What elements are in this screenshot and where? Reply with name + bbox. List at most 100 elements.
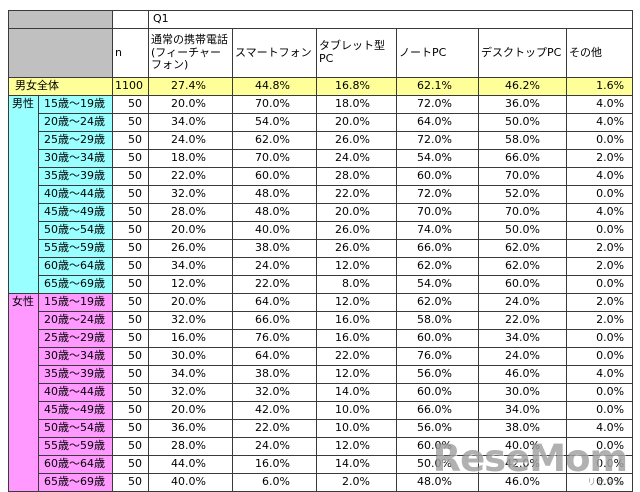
cell-value: 10.0% xyxy=(316,401,397,420)
cell-value: 2.0% xyxy=(565,293,634,312)
cell-value: 4.0% xyxy=(565,167,634,186)
n-value: 50 xyxy=(112,293,149,312)
cell-value: 44.0% xyxy=(148,455,233,474)
n-value: 50 xyxy=(112,473,149,492)
col-header-1: スマートフォン xyxy=(232,28,317,78)
survey-table-body: Q1 n 通常の携帯電話(フィーチャーフォン) スマートフォン タブレット型PC ノートP… xyxy=(8,10,634,492)
cell-value: 34.0% xyxy=(478,401,567,420)
cell-value: 72.0% xyxy=(396,131,479,150)
cell-value: 70.0% xyxy=(232,95,317,114)
cell-value: 76.0% xyxy=(396,347,479,366)
age-label: 15歳～19歳 xyxy=(38,293,113,312)
cell-value: 12.0% xyxy=(148,275,233,294)
table-row: 50歳～54歳 50 36.0% 22.0% 10.0% 56.0% 38.0% 4.0% xyxy=(9,419,634,438)
table-row: 35歳～39歳 50 22.0% 60.0% 28.0% 60.0% 70.0% 4.0% xyxy=(9,167,634,186)
cell-value: 64.0% xyxy=(232,347,317,366)
cell-value: 58.0% xyxy=(478,131,567,150)
cell-value: 62.0% xyxy=(232,131,317,150)
table-row: 65歳～69歳 50 40.0% 6.0% 2.0% 48.0% 46.0% 0.0% xyxy=(9,473,634,492)
corner-blank xyxy=(8,10,113,29)
table-row: 30歳～34歳 50 18.0% 70.0% 24.0% 54.0% 66.0% 2.0% xyxy=(9,149,634,168)
age-label: 60歳～64歳 xyxy=(38,455,113,474)
cell-value: 72.0% xyxy=(396,95,479,114)
table-row: Q1 xyxy=(8,10,634,29)
cell-value: 62.0% xyxy=(478,239,567,258)
age-label: 20歳～24歳 xyxy=(38,311,113,330)
n-value: 50 xyxy=(112,149,149,168)
cell-value: 56.0% xyxy=(396,365,479,384)
cell-value: 24.0% xyxy=(232,437,317,456)
cell-value: 48.0% xyxy=(232,185,317,204)
n-value: 50 xyxy=(112,167,149,186)
cell-value: 34.0% xyxy=(478,329,567,348)
cell-value: 18.0% xyxy=(148,149,233,168)
n-corner-blank xyxy=(112,10,149,29)
table-row: 35歳～39歳 50 34.0% 38.0% 12.0% 56.0% 46.0% 4.0% xyxy=(9,365,634,384)
age-label: 45歳～49歳 xyxy=(38,203,113,222)
gender-label: 女性 xyxy=(8,293,39,492)
table-row: 25歳～29歳 50 16.0% 76.0% 16.0% 60.0% 34.0% 0.0% xyxy=(9,329,634,348)
cell-value: 26.0% xyxy=(316,221,397,240)
cell-value: 4.0% xyxy=(565,419,634,438)
cell-value: 62.0% xyxy=(396,293,479,312)
cell-value: 34.0% xyxy=(148,113,233,132)
cell-value: 66.0% xyxy=(396,401,479,420)
cell-value: 46.0% xyxy=(478,365,567,384)
total-value-2: 16.8% xyxy=(316,77,397,96)
cell-value: 22.0% xyxy=(316,185,397,204)
col-header-5: その他 xyxy=(565,28,634,78)
cell-value: 46.0% xyxy=(478,473,567,492)
cell-value: 0.0% xyxy=(565,131,634,150)
cell-value: 50.0% xyxy=(478,113,567,132)
table-row: 男女全体 1100 27.4% 44.8% 16.8% 62.1% 46.2% 1.6% xyxy=(8,77,634,96)
cell-value: 2.0% xyxy=(316,473,397,492)
cell-value: 0.0% xyxy=(565,473,634,492)
cell-value: 26.0% xyxy=(148,239,233,258)
table-row: 60歳～64歳 50 34.0% 24.0% 12.0% 62.0% 62.0% 2.0% xyxy=(9,257,634,276)
cell-value: 16.0% xyxy=(148,329,233,348)
cell-value: 36.0% xyxy=(478,95,567,114)
cell-value: 2.0% xyxy=(565,149,634,168)
table-row: 25歳～29歳 50 24.0% 62.0% 26.0% 72.0% 58.0% 0.0% xyxy=(9,131,634,150)
cell-value: 34.0% xyxy=(148,257,233,276)
cell-value: 72.0% xyxy=(396,185,479,204)
n-value: 50 xyxy=(112,185,149,204)
table-row: n 通常の携帯電話(フィーチャーフォン) スマートフォン タブレット型PC ノートPC デ… xyxy=(8,28,634,78)
cell-value: 40.0% xyxy=(478,437,567,456)
cell-value: 20.0% xyxy=(148,95,233,114)
cell-value: 10.0% xyxy=(316,419,397,438)
age-label: 45歳～49歳 xyxy=(38,401,113,420)
table-row: 45歳～49歳 50 20.0% 42.0% 10.0% 66.0% 34.0% 0.0% xyxy=(9,401,634,420)
cell-value: 54.0% xyxy=(232,113,317,132)
cell-value: 50.0% xyxy=(396,455,479,474)
cell-value: 34.0% xyxy=(148,365,233,384)
cell-value: 2.0% xyxy=(565,239,634,258)
cell-value: 32.0% xyxy=(148,311,233,330)
n-value: 50 xyxy=(112,383,149,402)
n-value: 50 xyxy=(112,203,149,222)
cell-value: 42.0% xyxy=(232,401,317,420)
age-label: 30歳～34歳 xyxy=(38,347,113,366)
n-value: 50 xyxy=(112,221,149,240)
n-value: 50 xyxy=(112,437,149,456)
table-row: 20歳～24歳 50 32.0% 66.0% 16.0% 58.0% 22.0% 2.0% xyxy=(9,311,634,330)
age-label: 50歳～54歳 xyxy=(38,221,113,240)
age-label: 15歳～19歳 xyxy=(38,95,113,114)
n-value: 50 xyxy=(112,275,149,294)
cell-value: 0.0% xyxy=(565,185,634,204)
cell-value: 50.0% xyxy=(478,221,567,240)
cell-value: 14.0% xyxy=(316,383,397,402)
table-row: 40歳～44歳 50 32.0% 48.0% 22.0% 72.0% 52.0% 0.0% xyxy=(9,185,634,204)
cell-value: 22.0% xyxy=(316,347,397,366)
n-value: 50 xyxy=(112,365,149,384)
cell-value: 6.0% xyxy=(232,473,317,492)
col-header-0: 通常の携帯電話(フィーチャーフォン) xyxy=(148,28,233,78)
cell-value: 0.0% xyxy=(565,401,634,420)
cell-value: 0.0% xyxy=(565,329,634,348)
cell-value: 74.0% xyxy=(396,221,479,240)
cell-value: 60.0% xyxy=(232,167,317,186)
table-row: 50歳～54歳 50 20.0% 40.0% 26.0% 74.0% 50.0% 0.0% xyxy=(9,221,634,240)
col-header-4: デスクトップPC xyxy=(478,28,567,78)
cell-value: 22.0% xyxy=(232,275,317,294)
cell-value: 64.0% xyxy=(232,293,317,312)
